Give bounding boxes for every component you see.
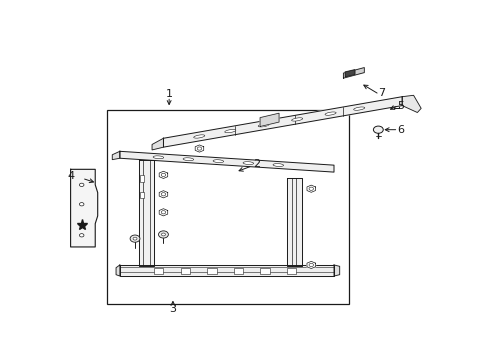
Polygon shape [70, 169, 98, 247]
Polygon shape [112, 151, 120, 159]
Polygon shape [306, 261, 315, 269]
Ellipse shape [224, 129, 235, 133]
Text: 7: 7 [377, 87, 384, 98]
Polygon shape [195, 145, 203, 152]
Circle shape [79, 234, 84, 237]
Circle shape [130, 235, 140, 242]
Text: 4: 4 [67, 171, 74, 181]
Polygon shape [120, 265, 333, 276]
Bar [260, 268, 269, 274]
Circle shape [133, 237, 137, 240]
Circle shape [161, 193, 165, 196]
Bar [233, 268, 243, 274]
Circle shape [161, 173, 165, 176]
Circle shape [161, 211, 165, 214]
Bar [154, 268, 163, 274]
Ellipse shape [193, 135, 204, 138]
Ellipse shape [272, 163, 283, 166]
Circle shape [79, 183, 84, 186]
Circle shape [79, 203, 84, 206]
Ellipse shape [353, 107, 364, 110]
Ellipse shape [183, 158, 193, 161]
Polygon shape [159, 171, 167, 179]
Polygon shape [286, 177, 301, 266]
Polygon shape [401, 95, 420, 112]
Bar [106, 110, 348, 304]
Polygon shape [163, 97, 401, 147]
Text: 3: 3 [169, 304, 176, 314]
Bar [140, 175, 144, 182]
Bar [180, 268, 189, 274]
Circle shape [161, 233, 165, 236]
Bar [286, 268, 296, 274]
Ellipse shape [153, 156, 163, 159]
Bar [206, 268, 216, 274]
Polygon shape [333, 265, 339, 276]
Circle shape [158, 231, 168, 238]
Circle shape [373, 126, 383, 133]
Ellipse shape [291, 118, 302, 121]
Circle shape [308, 187, 313, 190]
Polygon shape [159, 191, 167, 198]
Polygon shape [152, 138, 163, 150]
Polygon shape [159, 209, 167, 216]
Polygon shape [306, 185, 315, 192]
Bar [140, 192, 144, 198]
Polygon shape [345, 70, 354, 77]
Ellipse shape [243, 162, 253, 165]
Polygon shape [116, 265, 120, 276]
Circle shape [308, 263, 313, 267]
Circle shape [197, 147, 201, 150]
Text: 1: 1 [165, 90, 172, 99]
Ellipse shape [258, 123, 269, 127]
Text: 2: 2 [252, 159, 259, 169]
Text: 5: 5 [396, 100, 403, 111]
Polygon shape [120, 151, 333, 172]
Polygon shape [343, 68, 364, 78]
Text: 6: 6 [396, 125, 403, 135]
Polygon shape [260, 113, 279, 126]
Ellipse shape [213, 160, 223, 163]
Ellipse shape [325, 112, 335, 115]
Polygon shape [139, 159, 154, 266]
